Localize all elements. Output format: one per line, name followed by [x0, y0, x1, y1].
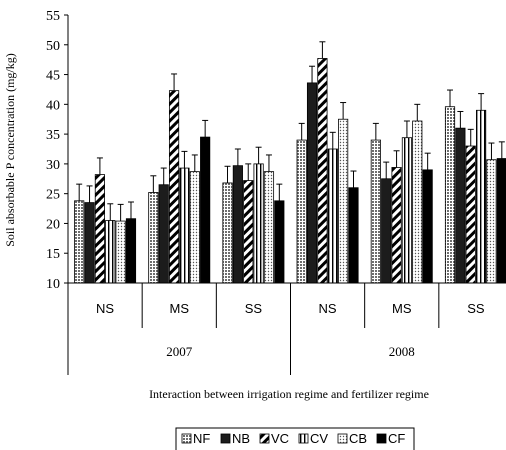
- category-label: SS: [245, 301, 263, 316]
- legend-swatch-cv: [298, 433, 309, 444]
- legend-label-vc: VC: [271, 431, 289, 446]
- bar-cv: [179, 167, 190, 284]
- bar-nb: [84, 202, 95, 284]
- y-tick-label: 50: [46, 39, 60, 54]
- legend-swatch-cb: [337, 433, 348, 444]
- legend-swatch-cf: [376, 433, 387, 444]
- bar-cb: [115, 220, 126, 284]
- x-axis-title: Interaction between irrigation regime an…: [149, 387, 429, 401]
- bar-cb: [412, 120, 423, 284]
- bar-cv: [476, 109, 487, 284]
- bar-nb: [232, 165, 243, 284]
- bar-vc: [391, 167, 402, 284]
- bar-nb: [306, 82, 318, 284]
- bar-nb: [381, 178, 392, 284]
- legend-label-cf: CF: [388, 431, 405, 446]
- bar-nf: [74, 200, 85, 284]
- bar-nf: [296, 139, 307, 284]
- bar-nb: [158, 184, 169, 284]
- y-tick-label: 35: [46, 128, 60, 143]
- legend-swatch-vc: [259, 433, 270, 444]
- legend-label-nb: NB: [232, 431, 250, 446]
- legend-swatch-nf: [181, 433, 192, 444]
- legend-label-cv: CV: [310, 431, 328, 446]
- y-tick-label: 10: [46, 277, 60, 292]
- bar-vc: [168, 90, 180, 284]
- legend: NF NB VC CV CB CF: [175, 427, 415, 450]
- y-tick-label: 15: [46, 247, 60, 262]
- bar-cv: [327, 148, 338, 284]
- legend-label-nf: NF: [193, 431, 210, 446]
- group-label: 2008: [389, 344, 415, 359]
- bar-cv: [105, 220, 116, 284]
- x-axis: NS MS SS NS MS SS 2007 2008: [67, 282, 506, 375]
- bar-cb: [263, 171, 275, 284]
- category-label: NS: [319, 301, 337, 316]
- bar-nf: [222, 182, 233, 284]
- y-tick-label: 30: [46, 158, 60, 173]
- bar-cb: [486, 159, 497, 284]
- category-label: MS: [170, 301, 190, 316]
- bar-vc: [94, 174, 105, 284]
- y-tick-label: 25: [46, 188, 60, 203]
- bar-cb: [338, 118, 349, 284]
- bar-cv: [401, 137, 413, 284]
- category-label: SS: [467, 301, 485, 316]
- y-tick-label: 55: [46, 9, 60, 24]
- bar-cf: [274, 200, 285, 284]
- bar-cf: [125, 218, 137, 284]
- bar-cf: [348, 187, 359, 284]
- bar-cb: [189, 171, 200, 284]
- group-label: 2007: [166, 344, 193, 359]
- bar-vc: [243, 180, 254, 284]
- y-tick-label: 45: [46, 69, 60, 84]
- bar-vc: [317, 58, 328, 284]
- legend-swatch-nb: [220, 433, 231, 444]
- bar-cf: [496, 158, 506, 284]
- bars: [74, 41, 506, 284]
- bar-nf: [444, 106, 456, 284]
- y-tick-label: 40: [46, 98, 60, 113]
- y-axis-title: Soil absorbable P concentration (mg/kg): [3, 53, 17, 247]
- category-label: NS: [96, 301, 114, 316]
- bar-nf: [370, 139, 381, 284]
- bar-nf: [148, 192, 159, 284]
- bar-nb: [455, 127, 466, 284]
- y-axis: 10 15 20 25 30 35 40 45 50 55: [46, 9, 69, 292]
- bar-cf: [200, 136, 211, 284]
- category-label: MS: [392, 301, 412, 316]
- legend-box: [175, 427, 415, 450]
- bar-cv: [253, 163, 264, 284]
- legend-label-cb: CB: [349, 431, 367, 446]
- bar-vc: [465, 145, 476, 284]
- y-tick-label: 20: [46, 217, 60, 232]
- bar-cf: [422, 169, 433, 284]
